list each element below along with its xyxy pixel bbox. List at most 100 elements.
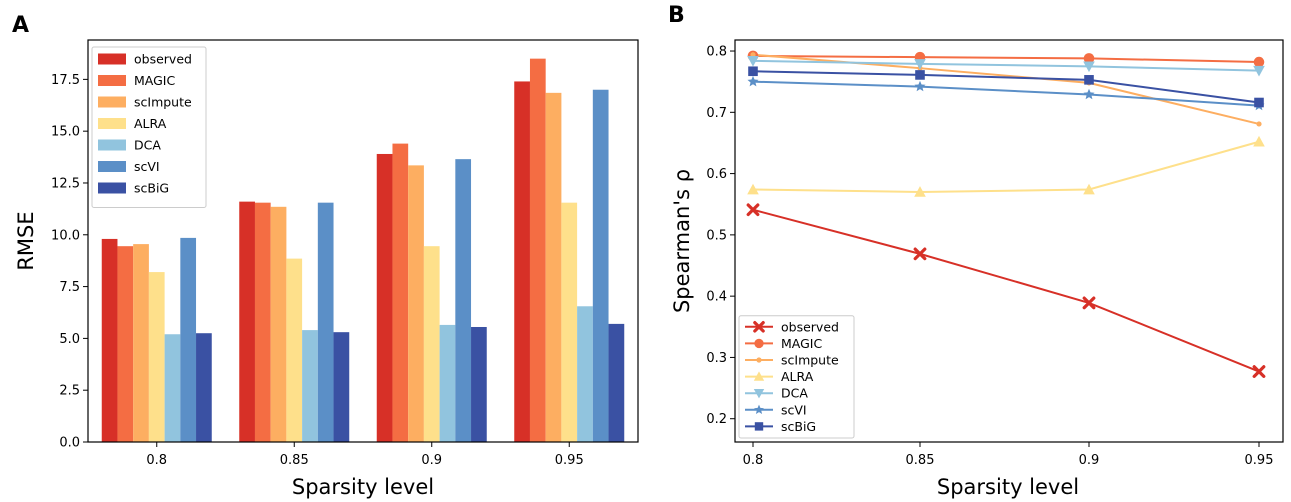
panel-a-x-axis-title: Sparsity level: [292, 475, 434, 499]
legend-swatch-scImpute: [98, 96, 126, 108]
y-tick-label: 2.5: [59, 384, 80, 399]
bar-scImpute-0.85: [270, 206, 287, 442]
bar-MAGIC-0.9: [392, 143, 409, 442]
y-tick-label: 7.5: [59, 280, 80, 295]
x-tick-label: 0.85: [906, 453, 935, 468]
panel-a-y-axis-title: RMSE: [14, 211, 38, 270]
legend-box: [738, 315, 855, 439]
legend-marker-MAGIC: [754, 338, 764, 349]
point-observed-0.8: [746, 203, 760, 217]
bar-ALRA-0.85: [286, 258, 303, 442]
point-scImpute-0.95: [1256, 121, 1262, 127]
point-ALRA-0.85: [914, 186, 926, 197]
legend-label-DCA: DCA: [781, 386, 808, 401]
legend-label-scBiG: scBiG: [781, 419, 816, 434]
legend-label-scVI: scVI: [134, 159, 160, 174]
legend-swatch-scVI: [98, 161, 126, 172]
point-scBiG-0.9: [1084, 75, 1094, 85]
y-tick-label: 0.8: [706, 45, 727, 60]
legend-marker-observed: [753, 321, 765, 333]
panel-a-bars: [101, 58, 625, 443]
legend-swatch-observed: [98, 53, 126, 65]
point-scVI-0.8: [747, 75, 759, 87]
x-tick-label: 0.8: [743, 453, 764, 468]
bar-scVI-0.85: [317, 202, 334, 442]
line-ALRA: [752, 140, 1260, 193]
bar-MAGIC-0.8: [117, 246, 134, 442]
bar-DCA-0.85: [302, 330, 318, 442]
bar-scVI-0.95: [592, 89, 609, 442]
point-observed-0.85: [913, 247, 927, 261]
bar-observed-0.95: [514, 81, 530, 442]
point-MAGIC-0.9: [1083, 53, 1095, 64]
bar-scVI-0.8: [180, 237, 197, 442]
panel-b-letter: B: [668, 3, 685, 28]
point-DCA-0.95: [1253, 65, 1265, 77]
panel-b-line-chart: B 0.2 0.3 0.4 0.5 0.6 0.7 0.8 0.8 0.85 0.9 0.95 S…: [668, 3, 1284, 499]
line-MAGIC: [752, 54, 1260, 64]
x-tick-label: 0.95: [555, 453, 584, 468]
panel-a-plot-frame: [87, 39, 639, 443]
panel-b-plot-frame: [734, 39, 1284, 443]
point-DCA-0.85: [914, 59, 926, 70]
y-tick-label: 10.0: [51, 228, 80, 243]
legend-label-scImpute: scImpute: [781, 353, 839, 368]
y-tick-label: 12.5: [51, 176, 80, 191]
legend-label-observed: observed: [134, 52, 192, 67]
x-tick-label: 0.8: [146, 453, 167, 468]
panel-a-bar-chart: A 0.02.55.07.510.012.515.017.5 0.8 0.85 0.…: [12, 13, 639, 499]
x-tick-label: 0.85: [280, 453, 309, 468]
point-observed-0.9: [1082, 296, 1096, 310]
legend-label-scImpute: scImpute: [134, 95, 192, 110]
legend-marker-ALRA: [753, 371, 765, 381]
x-tick-label: 0.9: [1079, 453, 1100, 468]
panel-a-letter: A: [12, 13, 29, 38]
bar-DCA-0.95: [577, 306, 593, 442]
bar-observed-0.8: [101, 238, 118, 442]
y-tick-label: 0.7: [706, 106, 727, 121]
bar-observed-0.85: [239, 201, 255, 442]
y-tick-label: 0.6: [706, 167, 727, 182]
bar-scImpute-0.95: [545, 92, 562, 442]
panel-a-x-ticks: 0.8 0.85 0.9 0.95: [146, 442, 584, 468]
point-observed-0.95: [1252, 365, 1266, 378]
legend-label-MAGIC: MAGIC: [781, 336, 822, 351]
legend-label-DCA: DCA: [134, 138, 161, 153]
bar-MAGIC-0.85: [254, 202, 271, 442]
point-scVI-0.9: [1083, 88, 1095, 100]
bar-ALRA-0.8: [148, 272, 165, 442]
panel-b-y-ticks: 0.2 0.3 0.4 0.5 0.6 0.7 0.8: [706, 45, 735, 427]
panel-b-y-axis-title: Spearman's ρ: [670, 169, 694, 313]
bar-DCA-0.8: [164, 334, 181, 442]
y-tick-label: 17.5: [51, 73, 80, 88]
bar-scVI-0.9: [455, 159, 472, 443]
legend-label-scBiG: scBiG: [134, 181, 169, 196]
legend-label-ALRA: ALRA: [781, 369, 814, 384]
point-MAGIC-0.95: [1253, 56, 1265, 68]
bar-ALRA-0.95: [561, 202, 578, 442]
legend-marker-scImpute: [756, 357, 762, 363]
point-scImpute-0.8: [750, 52, 756, 58]
x-tick-label: 0.95: [1245, 453, 1274, 468]
legend-label-observed: observed: [781, 319, 839, 334]
point-ALRA-0.95: [1253, 135, 1265, 147]
point-scBiG-0.85: [915, 70, 925, 80]
line-observed: [752, 208, 1260, 373]
bar-scBiG-0.9: [471, 326, 487, 442]
bar-scBiG-0.8: [196, 333, 212, 442]
y-tick-label: 5.0: [59, 332, 80, 347]
x-tick-label: 0.9: [421, 453, 442, 468]
bar-observed-0.9: [376, 153, 393, 443]
y-tick-label: 0.0: [59, 436, 80, 451]
legend-marker-scBiG: [754, 422, 764, 431]
bar-DCA-0.9: [439, 324, 456, 442]
legend-label-ALRA: ALRA: [134, 116, 167, 131]
y-tick-label: 0.3: [706, 351, 727, 366]
panel-b-x-axis-title: Sparsity level: [937, 475, 1079, 499]
legend-swatch-MAGIC: [98, 75, 126, 86]
bar-scBiG-0.95: [608, 323, 625, 442]
point-ALRA-0.8: [747, 183, 759, 195]
bar-scBiG-0.85: [333, 332, 350, 442]
line-scBiG: [752, 70, 1260, 104]
